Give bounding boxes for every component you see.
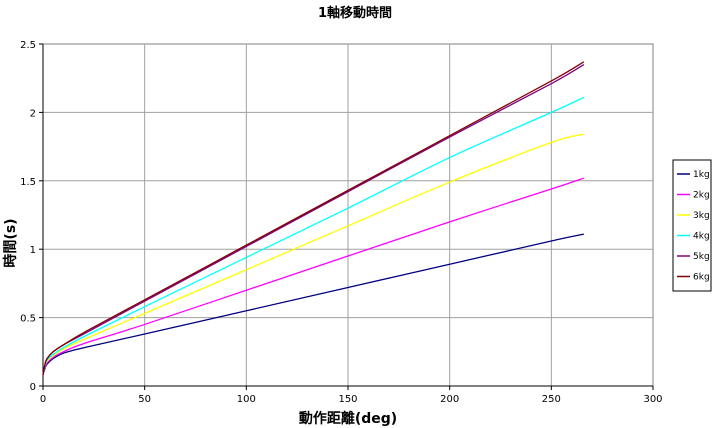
x-tick-label: 0 — [40, 394, 46, 405]
legend-label-4kg: 4kg — [693, 232, 710, 242]
series-line-4kg — [42, 96, 585, 376]
y-tick-label: 2 — [30, 108, 36, 119]
legend-label-6kg: 6kg — [693, 273, 710, 283]
x-tick-label: 100 — [237, 394, 256, 405]
legend: 1kg 2kg 3kg 4kg 5kg 6kg — [672, 159, 712, 292]
series-line-3kg — [42, 133, 585, 376]
y-tick-label: 2.5 — [20, 40, 36, 51]
x-tick-label: 150 — [338, 394, 357, 405]
y-axis-title: 時間(s) — [2, 218, 19, 267]
y-tick-label: 1 — [30, 245, 36, 256]
series-lines — [42, 61, 585, 376]
x-tick-label: 250 — [542, 394, 561, 405]
x-axis-title: 動作距離(deg) — [299, 410, 397, 427]
plot-area — [39, 43, 654, 390]
legend-box — [672, 159, 712, 292]
legend-label-2kg: 2kg — [693, 191, 710, 201]
x-tick-label: 300 — [643, 394, 662, 405]
x-tick-labels: 0 50 100 150 200 250 300 — [40, 394, 663, 405]
legend-label-5kg: 5kg — [693, 252, 710, 262]
series-line-2kg — [42, 177, 585, 376]
x-tick-label: 200 — [440, 394, 459, 405]
y-tick-label: 1.5 — [20, 177, 36, 188]
legend-label-3kg: 3kg — [693, 211, 710, 221]
series-line-6kg — [42, 61, 585, 376]
y-tick-label: 0 — [30, 382, 36, 393]
x-tick-label: 50 — [138, 394, 151, 405]
y-tick-labels: 0 0.5 1 1.5 2 2.5 — [20, 40, 36, 393]
series-line-1kg — [42, 233, 585, 376]
legend-label-1kg: 1kg — [693, 170, 710, 180]
chart-title: 1軸移動時間 — [318, 5, 392, 21]
y-tick-label: 0.5 — [20, 314, 36, 325]
